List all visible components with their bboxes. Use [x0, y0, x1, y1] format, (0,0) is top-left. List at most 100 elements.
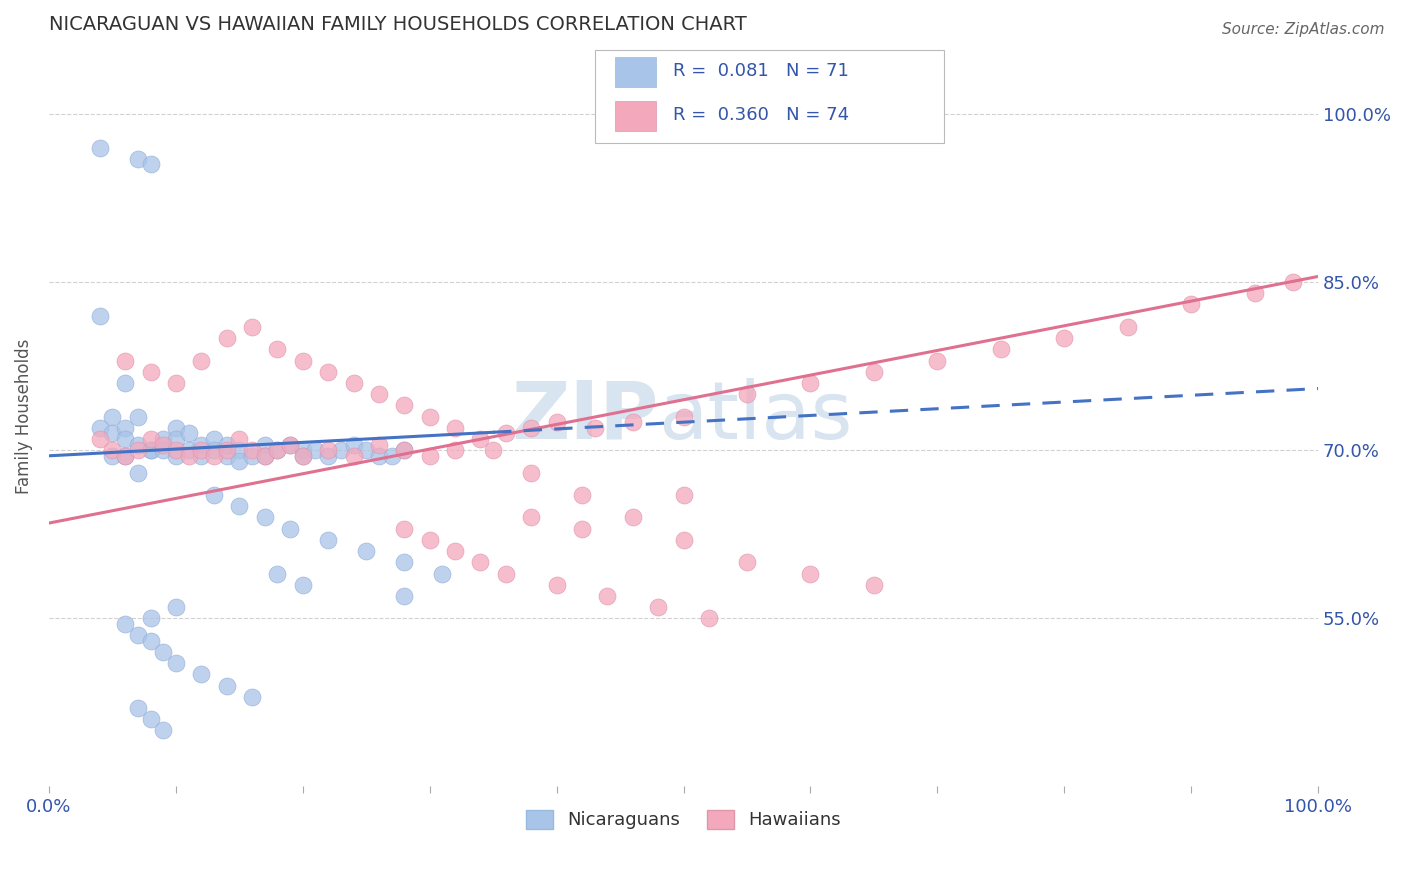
Point — [278, 437, 301, 451]
Point — [165, 432, 187, 446]
Point — [278, 437, 301, 451]
Point — [127, 701, 149, 715]
Point — [470, 432, 492, 446]
FancyBboxPatch shape — [614, 102, 655, 131]
Point — [101, 443, 124, 458]
Point — [394, 555, 416, 569]
Point — [356, 544, 378, 558]
Point — [240, 319, 263, 334]
Point — [863, 578, 886, 592]
Text: atlas: atlas — [658, 377, 852, 456]
Point — [419, 449, 441, 463]
Point — [368, 387, 391, 401]
Point — [177, 443, 200, 458]
Point — [139, 432, 162, 446]
Point — [735, 555, 758, 569]
Point — [495, 566, 517, 581]
Point — [127, 628, 149, 642]
Point — [672, 533, 695, 547]
Point — [520, 466, 543, 480]
Point — [215, 449, 238, 463]
Point — [520, 510, 543, 524]
Point — [735, 387, 758, 401]
Point — [863, 365, 886, 379]
Point — [215, 331, 238, 345]
Point — [990, 343, 1012, 357]
Point — [571, 522, 593, 536]
Point — [253, 449, 276, 463]
Point — [114, 449, 136, 463]
Point — [394, 522, 416, 536]
Point — [202, 432, 225, 446]
Point — [520, 421, 543, 435]
Point — [672, 409, 695, 424]
Text: R =  0.360   N = 74: R = 0.360 N = 74 — [673, 106, 849, 125]
Point — [202, 488, 225, 502]
Point — [228, 454, 250, 468]
Point — [165, 376, 187, 390]
Point — [419, 533, 441, 547]
Point — [697, 611, 720, 625]
Point — [127, 152, 149, 166]
Point — [1116, 319, 1139, 334]
Point — [190, 449, 212, 463]
Point — [114, 449, 136, 463]
Point — [470, 555, 492, 569]
Point — [101, 426, 124, 441]
Point — [253, 437, 276, 451]
Point — [165, 656, 187, 670]
Point — [394, 398, 416, 412]
Point — [672, 488, 695, 502]
Point — [266, 343, 288, 357]
Point — [316, 449, 339, 463]
Point — [316, 443, 339, 458]
Point — [596, 589, 619, 603]
Point — [1281, 275, 1303, 289]
Point — [419, 409, 441, 424]
Point — [304, 443, 326, 458]
Point — [89, 421, 111, 435]
Point — [368, 437, 391, 451]
Point — [1180, 297, 1202, 311]
Text: ZIP: ZIP — [510, 377, 658, 456]
Text: Source: ZipAtlas.com: Source: ZipAtlas.com — [1222, 22, 1385, 37]
Point — [165, 600, 187, 615]
Point — [621, 415, 644, 429]
Point — [240, 443, 263, 458]
Point — [266, 443, 288, 458]
Y-axis label: Family Households: Family Households — [15, 339, 32, 494]
Point — [482, 443, 505, 458]
Point — [356, 443, 378, 458]
Point — [89, 432, 111, 446]
Point — [190, 437, 212, 451]
Point — [240, 690, 263, 704]
Point — [253, 510, 276, 524]
Point — [139, 443, 162, 458]
Point — [266, 443, 288, 458]
Point — [139, 365, 162, 379]
Point — [253, 449, 276, 463]
Point — [139, 157, 162, 171]
Point — [342, 376, 364, 390]
Point — [190, 443, 212, 458]
Point — [291, 449, 314, 463]
Point — [444, 421, 467, 435]
Point — [139, 712, 162, 726]
Point — [432, 566, 454, 581]
Point — [240, 449, 263, 463]
Point — [152, 645, 174, 659]
Point — [215, 443, 238, 458]
Point — [127, 466, 149, 480]
Point — [546, 415, 568, 429]
Point — [329, 443, 352, 458]
Point — [1053, 331, 1076, 345]
Point — [114, 376, 136, 390]
Point — [114, 353, 136, 368]
Point — [316, 365, 339, 379]
Point — [89, 140, 111, 154]
Point — [546, 578, 568, 592]
Point — [139, 633, 162, 648]
Point — [342, 449, 364, 463]
Point — [101, 449, 124, 463]
Point — [190, 353, 212, 368]
